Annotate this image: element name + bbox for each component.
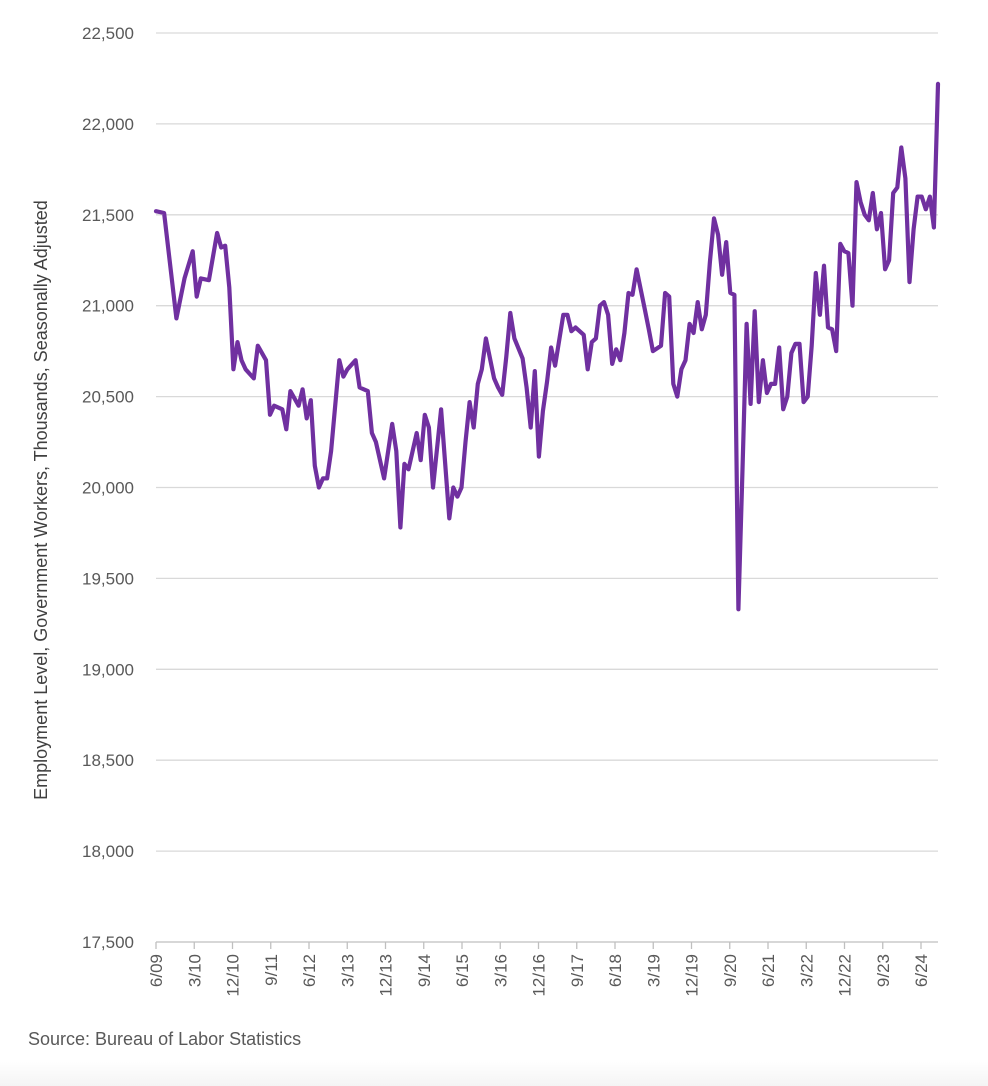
x-tick-label: 9/14 — [415, 954, 434, 987]
x-tick-label: 3/19 — [644, 954, 663, 987]
series-line — [153, 81, 941, 612]
x-axis-tick-labels: 6/09 3/10 12/10 9/11 6/12 3/13 12/13 9/14 6/15 3/… — [147, 954, 931, 997]
line-chart: 17,500 18,000 18,500 19,000 19,500 20,000 20,5… — [31, 24, 941, 997]
y-tick-label: 20,500 — [82, 388, 134, 407]
x-tick-label: 9/17 — [568, 954, 587, 987]
x-tick-label: 3/13 — [338, 954, 357, 987]
x-tick-label: 3/10 — [185, 954, 204, 987]
x-tick-label: 6/18 — [606, 954, 625, 987]
y-tick-label: 20,000 — [82, 479, 134, 498]
y-tick-label: 22,500 — [82, 24, 134, 43]
x-tick-label: 12/16 — [530, 954, 549, 997]
x-tick-label: 9/23 — [874, 954, 893, 987]
x-tick-label: 6/21 — [759, 954, 778, 987]
x-axis — [155, 941, 938, 949]
x-tick-label: 12/19 — [683, 954, 702, 997]
x-tick-label: 9/11 — [262, 954, 281, 986]
gridlines — [156, 32, 938, 852]
source-note: Source: Bureau of Labor Statistics — [28, 1029, 302, 1049]
x-tick-label: 3/22 — [797, 954, 816, 987]
x-tick-label: 6/24 — [912, 954, 931, 987]
x-tick-label: 3/16 — [491, 954, 510, 987]
y-tick-label: 19,000 — [82, 660, 134, 679]
y-tick-label: 18,500 — [82, 751, 134, 770]
y-tick-label: 22,000 — [82, 115, 134, 134]
x-tick-label: 6/15 — [453, 954, 472, 987]
y-axis-tick-labels: 17,500 18,000 18,500 19,000 19,500 20,000 20,5… — [82, 24, 134, 952]
x-tick-label: 12/22 — [836, 954, 855, 997]
x-tick-label: 12/13 — [377, 954, 396, 997]
bottom-fade — [0, 1062, 988, 1086]
y-tick-label: 17,500 — [82, 933, 134, 952]
x-tick-label: 12/10 — [224, 954, 243, 997]
y-tick-label: 21,500 — [82, 206, 134, 225]
x-tick-label: 6/12 — [300, 954, 319, 987]
y-tick-label: 19,500 — [82, 569, 134, 588]
y-axis-title: Employment Level, Government Workers, Th… — [31, 200, 51, 800]
x-tick-label: 6/09 — [147, 954, 166, 987]
y-tick-label: 18,000 — [82, 842, 134, 861]
series-layer — [153, 81, 941, 612]
x-tick-label: 9/20 — [721, 954, 740, 987]
y-tick-label: 21,000 — [82, 297, 134, 316]
